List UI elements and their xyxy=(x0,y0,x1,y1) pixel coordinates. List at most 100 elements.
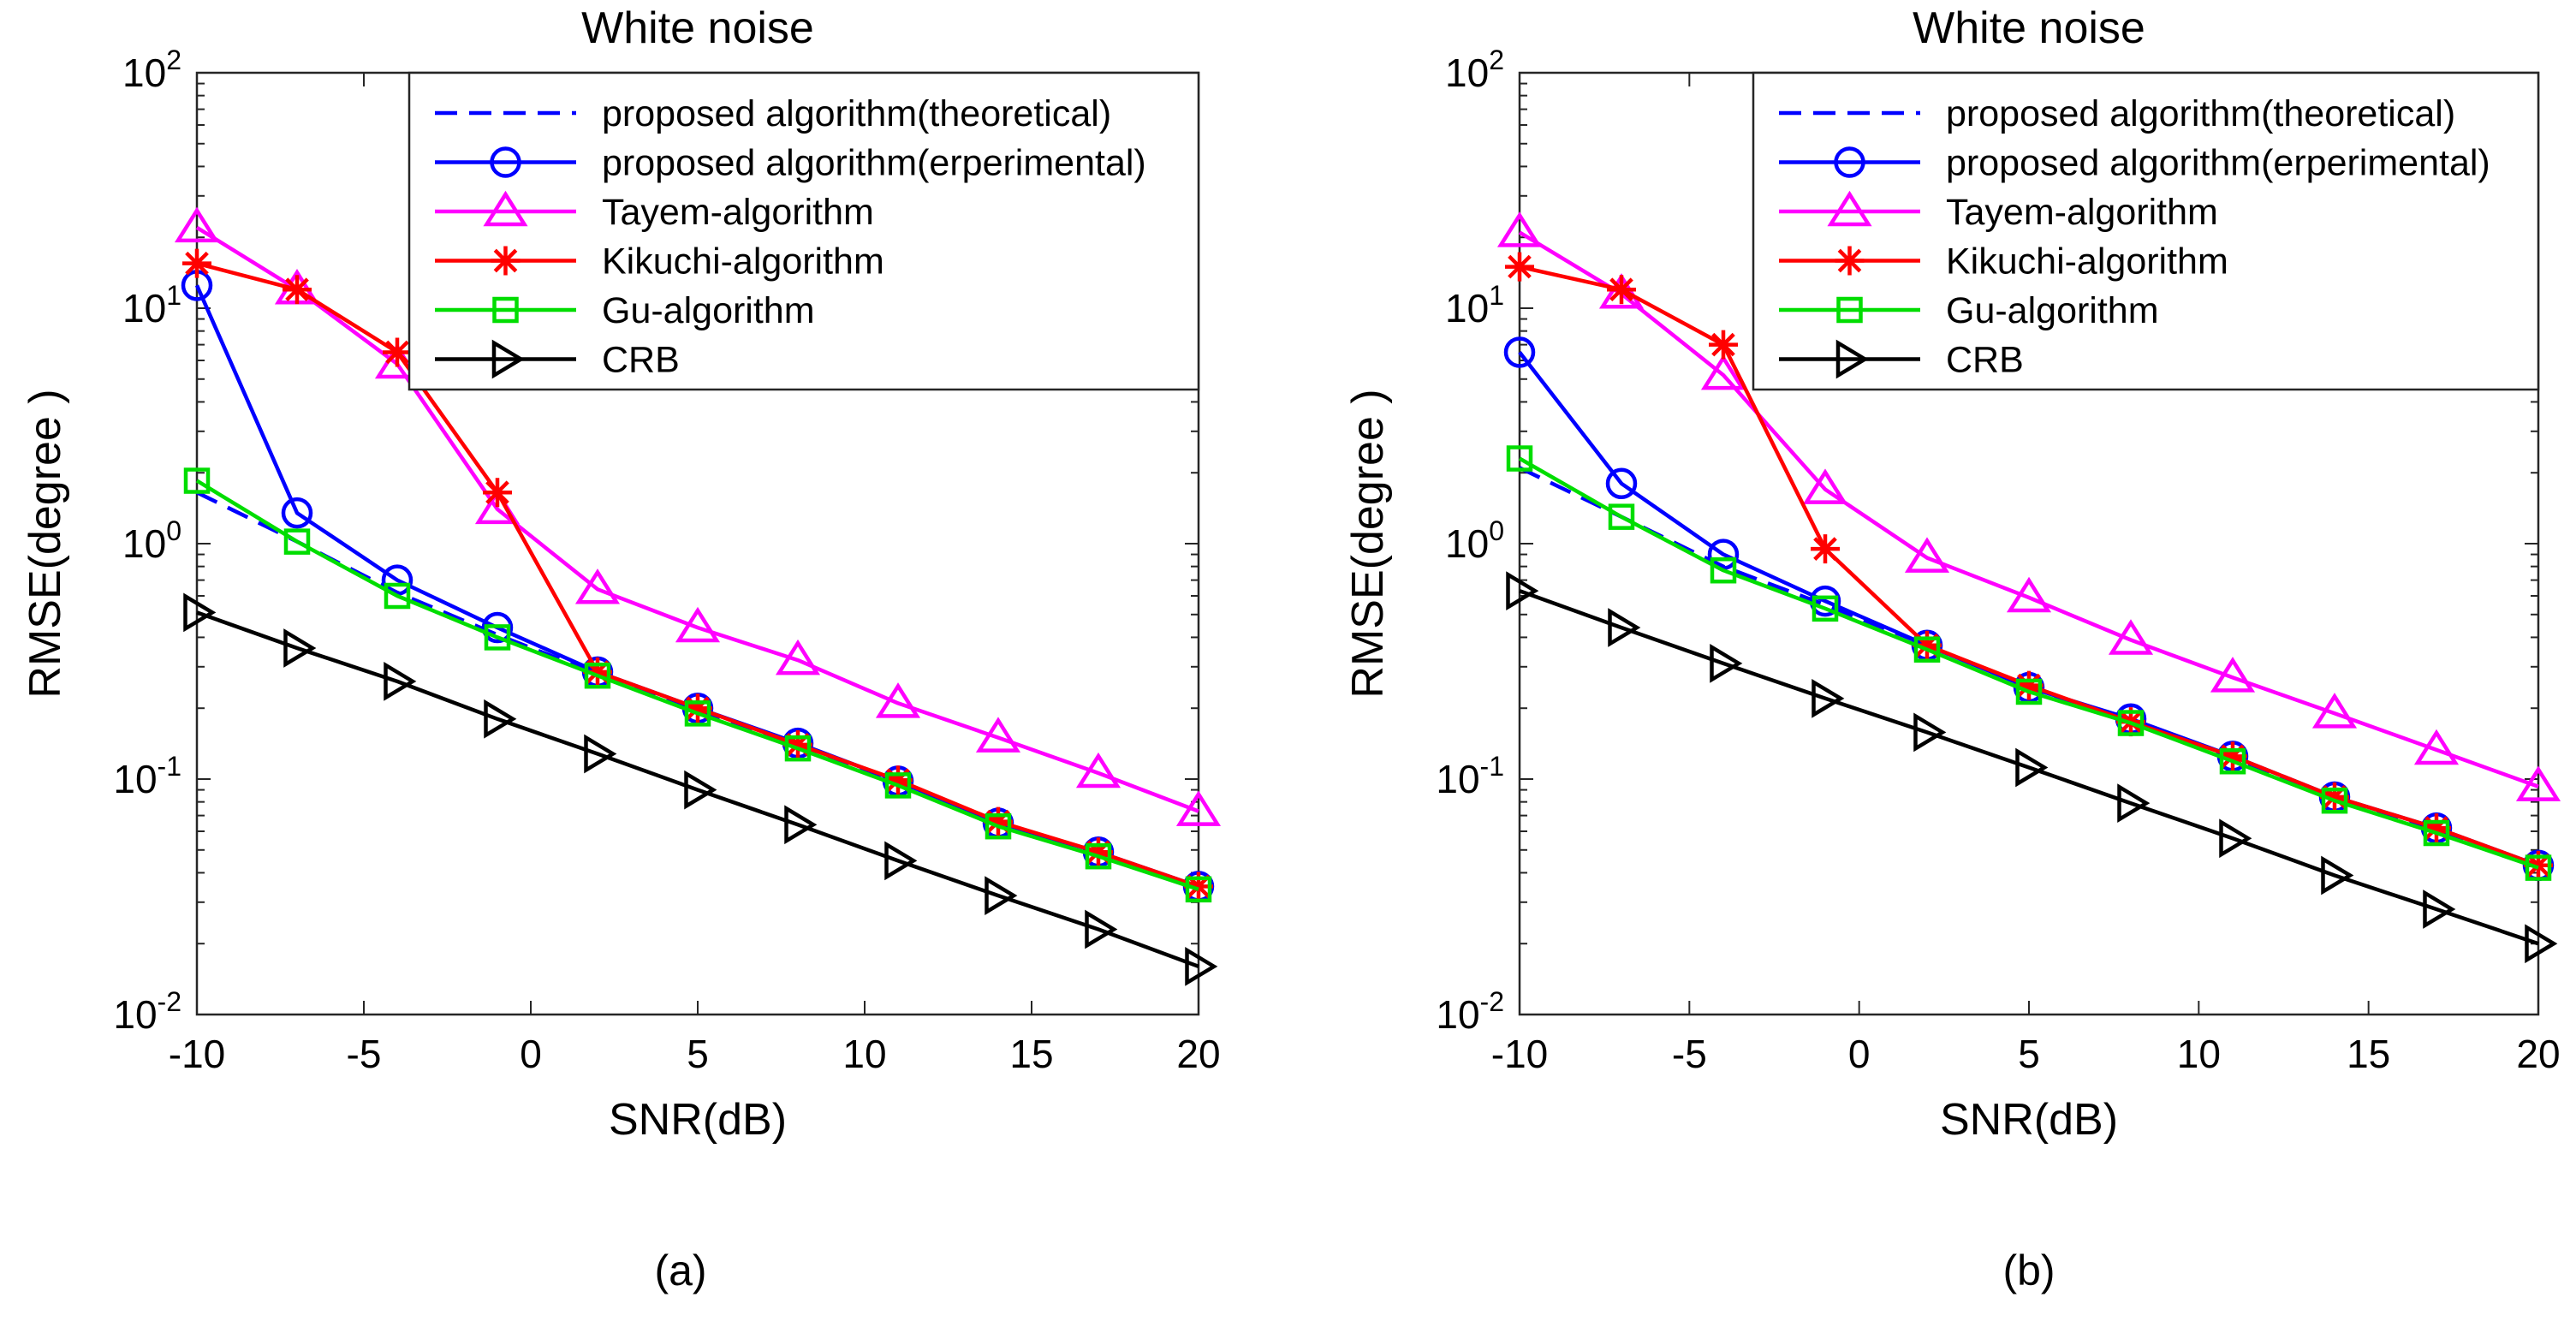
y-tick-label: 10-1 xyxy=(113,751,181,801)
data-point xyxy=(2423,890,2456,929)
data-point xyxy=(1075,752,1121,788)
data-point xyxy=(283,528,311,555)
legend-marker xyxy=(1827,190,1872,227)
chart-title: White noise xyxy=(1913,3,2145,53)
data-point xyxy=(2422,813,2451,843)
data-point xyxy=(1710,644,1743,683)
x-tick-label: -5 xyxy=(347,1032,382,1076)
data-point xyxy=(884,772,912,799)
data-point xyxy=(1185,876,1212,903)
legend-label: CRB xyxy=(1946,340,2024,381)
y-tick-label: 102 xyxy=(122,45,181,95)
data-point xyxy=(1607,275,1636,305)
series-crb xyxy=(1506,571,2558,964)
data-point xyxy=(281,497,313,529)
data-point xyxy=(1707,539,1740,570)
y-axis-label: RMSE(degree ) xyxy=(21,389,70,698)
data-point xyxy=(2320,782,2349,812)
legend-label: CRB xyxy=(602,340,680,381)
x-tick-label: 15 xyxy=(1009,1032,1053,1076)
data-point xyxy=(2219,818,2252,859)
legend-label: proposed algorithm(theoretical) xyxy=(1946,93,2455,134)
data-point xyxy=(1085,909,1118,949)
data-point xyxy=(584,734,617,774)
data-point xyxy=(183,467,211,494)
legend-marker xyxy=(1834,146,1865,178)
y-tick-label: 102 xyxy=(1445,45,1504,95)
series-gu-algorithm xyxy=(183,467,1212,903)
data-point xyxy=(583,657,612,687)
data-point xyxy=(2423,819,2450,847)
y-tick-label: 101 xyxy=(122,280,181,330)
data-point xyxy=(2015,678,2043,705)
legend-marker xyxy=(491,339,525,379)
data-point xyxy=(984,806,1013,836)
series-gu-algorithm xyxy=(1506,445,2552,881)
x-tick-label: 5 xyxy=(2018,1032,2040,1076)
data-point xyxy=(1608,503,1635,530)
data-point xyxy=(1598,273,1645,309)
x-axis-label: SNR(dB) xyxy=(1940,1095,2118,1145)
data-point xyxy=(1608,608,1641,647)
data-point xyxy=(2117,783,2151,824)
data-point xyxy=(2219,747,2246,775)
data-point xyxy=(1700,354,1746,390)
x-tick-label: 20 xyxy=(2516,1032,2560,1076)
data-point xyxy=(1505,252,1534,282)
data-point xyxy=(1904,537,1950,573)
x-tick-label: -5 xyxy=(1672,1032,1707,1076)
data-point xyxy=(383,337,412,367)
data-point xyxy=(2117,710,2145,736)
data-point xyxy=(1812,678,1845,718)
legend-marker xyxy=(492,296,519,324)
legend: proposed algorithm(theoretical) proposed … xyxy=(408,71,1200,391)
data-point xyxy=(884,841,918,881)
chart-1: 10-2 10-1 100 101 102 -10 -5 0 5 10 15 20 White nois… xyxy=(1343,3,2561,1145)
data-point xyxy=(883,765,913,795)
data-point xyxy=(1913,636,1941,663)
series-line xyxy=(196,610,1199,969)
data-point xyxy=(1605,467,1638,500)
y-tick-label: 10-1 xyxy=(1436,751,1504,801)
data-point xyxy=(1710,556,1737,584)
x-tick-label: 5 xyxy=(687,1032,709,1076)
data-point xyxy=(1084,837,1113,867)
series-tayem-algorithm xyxy=(1496,211,2561,801)
chart-title: White noise xyxy=(581,3,814,53)
x-tick-label: 10 xyxy=(842,1032,886,1076)
data-point xyxy=(975,717,1021,753)
legend-label: proposed algorithm(theoretical) xyxy=(602,93,1111,134)
data-point xyxy=(2413,729,2460,765)
data-point xyxy=(283,628,317,668)
x-tick-label: 20 xyxy=(1176,1032,1220,1076)
series-line xyxy=(1519,589,2539,946)
legend-label: Gu-algorithm xyxy=(1946,290,2159,331)
data-point xyxy=(182,248,211,278)
panel-label-b: (b) xyxy=(2002,1247,2055,1294)
legend-label: Kikuchi-algorithm xyxy=(602,241,884,283)
data-point xyxy=(775,639,821,675)
data-point xyxy=(484,624,511,651)
data-point xyxy=(2311,693,2358,729)
legend: proposed algorithm(theoretical) proposed … xyxy=(1752,71,2540,391)
x-tick-label: 15 xyxy=(2347,1032,2390,1076)
data-point xyxy=(675,606,721,643)
data-point xyxy=(483,478,512,508)
data-point xyxy=(2210,657,2256,693)
y-tick-label: 100 xyxy=(1445,515,1504,566)
data-point xyxy=(684,770,717,810)
series-kikuchi-algorithm xyxy=(182,248,1213,902)
data-point xyxy=(1184,872,1213,902)
data-point xyxy=(1802,468,1848,504)
data-point xyxy=(1506,445,1533,472)
data-point xyxy=(584,662,611,689)
x-tick-label: -10 xyxy=(169,1032,225,1076)
data-point xyxy=(985,876,1018,915)
data-point xyxy=(1913,712,1947,753)
data-point xyxy=(2525,924,2558,964)
data-point xyxy=(2015,747,2049,788)
data-point xyxy=(2524,850,2553,880)
data-point xyxy=(1812,595,1839,622)
data-point xyxy=(1811,534,1840,564)
